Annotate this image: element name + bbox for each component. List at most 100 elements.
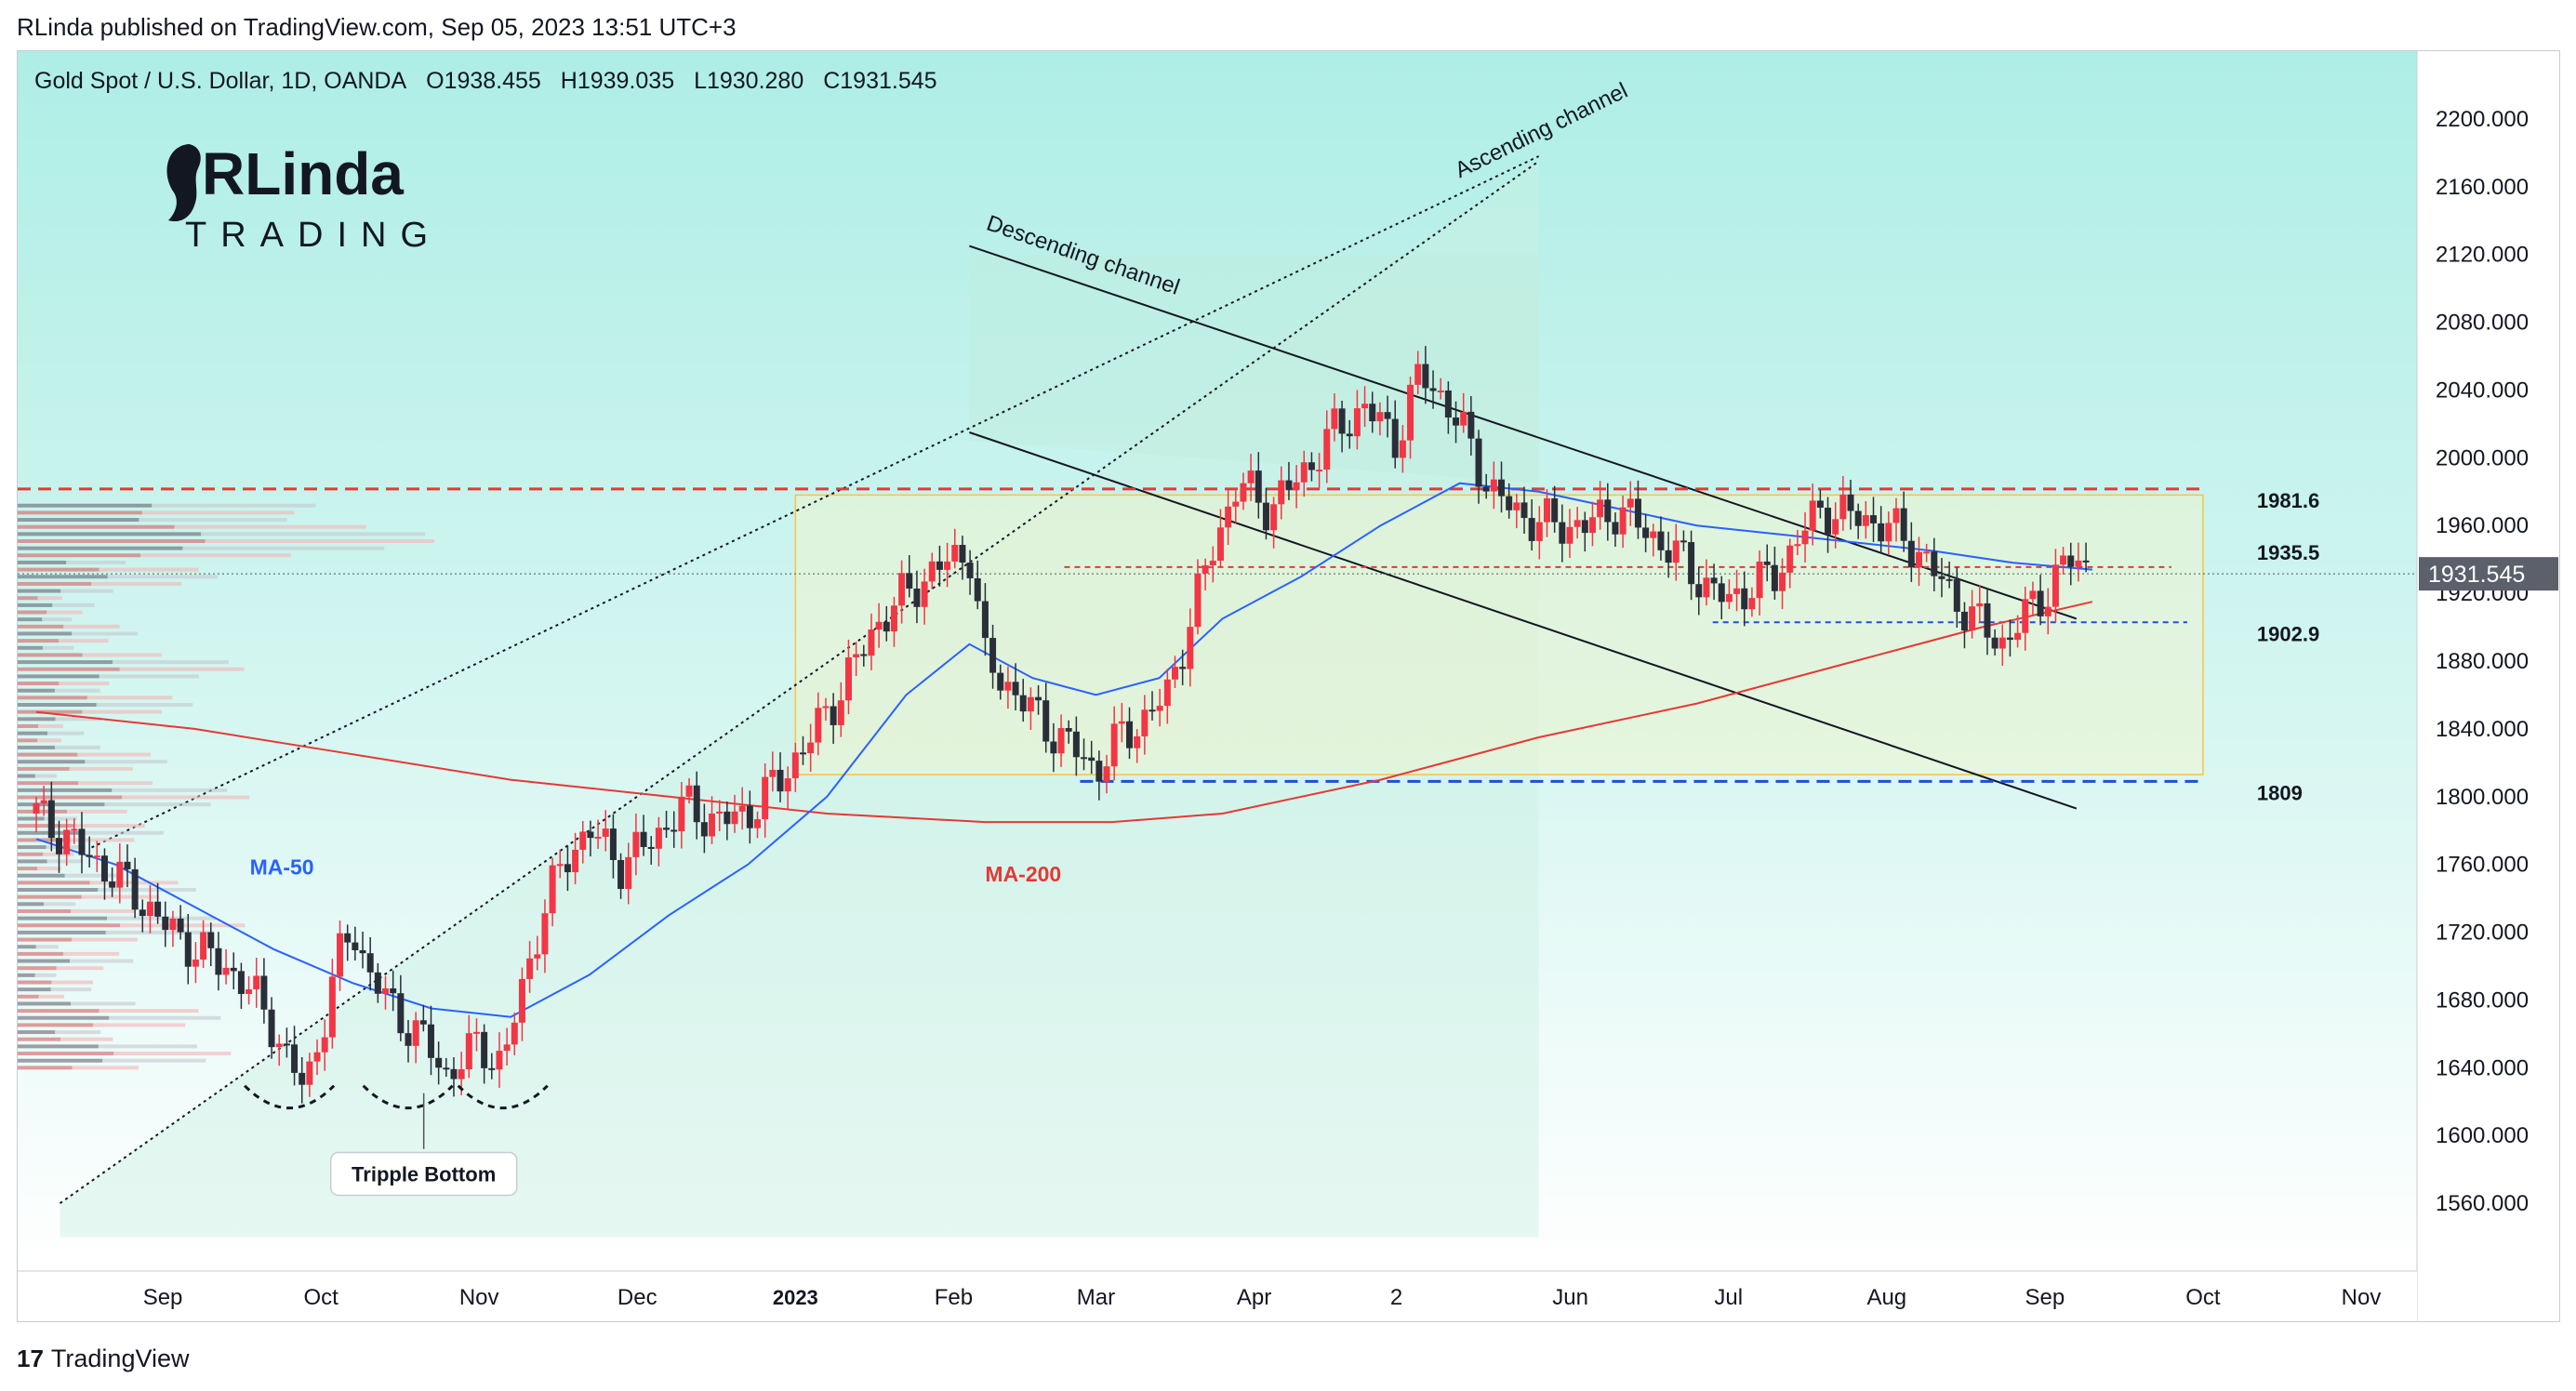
ohlc-open: O1938.455 [426, 68, 541, 94]
volume-profile-bar-sell [18, 966, 57, 971]
candles-layer [33, 346, 2090, 1104]
volume-profile-bar-buy [93, 1023, 186, 1027]
candle-body [518, 978, 525, 1023]
candle-body [1756, 561, 1763, 599]
volume-profile-bar-buy [141, 510, 295, 515]
ascending-channel-fill [60, 161, 1539, 1238]
chart-frame[interactable]: 1981.6 1935.5 1902.9 1809 Ascending channel… [17, 50, 2560, 1322]
tradingview-logo-icon: 17 [17, 1345, 44, 1372]
volume-profile-bar-buy [82, 653, 162, 657]
candle-body [1650, 531, 1657, 538]
candle-body [1588, 517, 1596, 534]
volume-profile-bar-buy [205, 538, 435, 543]
logo-wordmark: RLinda [202, 140, 404, 207]
ascending-channel-upper [91, 155, 1540, 849]
candle-body [1042, 700, 1050, 742]
candle-body [1991, 637, 1998, 649]
candle-body [299, 1072, 306, 1085]
level-label: 1809 [2257, 781, 2303, 804]
volume-profile-bar-buy [50, 987, 92, 992]
candle-body [55, 838, 62, 854]
candle-body [609, 828, 617, 860]
current-price-tag[interactable] [2419, 557, 2558, 591]
volume-profile-bar-sell [18, 667, 120, 671]
time-axis[interactable]: Sep Oct Nov Dec 2023 Feb Mar Apr 2 Jun Jul Aug Sep Oc… [143, 1285, 2382, 1310]
candle-body [1520, 502, 1528, 519]
candle-body [709, 813, 716, 837]
candle-body [898, 573, 906, 606]
volume-profile-bar-sell [18, 888, 99, 892]
symbol-legend: Gold Spot / U.S. Dollar, 1D, OANDA O1938… [34, 68, 950, 95]
candle-body [1907, 540, 1915, 568]
candle-body [1566, 526, 1573, 544]
candle-body [579, 831, 587, 850]
volume-profile-bar-buy [102, 1058, 206, 1063]
volume-profile-bar-sell [18, 788, 113, 792]
volume-profile-bar-buy [69, 766, 133, 771]
candle-body [731, 811, 738, 825]
candle-body [632, 831, 640, 857]
candle-body [1482, 486, 1490, 492]
candle-body [1353, 408, 1361, 437]
candle-body [1338, 408, 1346, 434]
volume-profile-bar-sell [18, 937, 72, 942]
candle-body [124, 861, 131, 869]
candle-body [496, 1051, 503, 1070]
candle-body [883, 621, 890, 632]
candle-body [822, 706, 830, 709]
range-box [794, 494, 2204, 775]
volume-profile-bar-buy [38, 723, 63, 728]
candle-body [625, 856, 632, 890]
candle-body [344, 933, 352, 943]
candle-body [1065, 728, 1072, 732]
volume-profile-bar-sell [18, 824, 75, 828]
volume-profile-bar-sell [18, 923, 120, 928]
candle-body [1149, 709, 1156, 712]
volume-profile-bar-sell [18, 852, 44, 856]
volume-profile-bar-sell [18, 809, 67, 814]
volume-profile-bar-buy [98, 888, 196, 892]
candle-body [1703, 577, 1710, 598]
candle-body [1467, 411, 1475, 439]
volume-profile-bar-buy [71, 908, 136, 913]
candle-body [1733, 588, 1741, 594]
candle-body [435, 1057, 443, 1068]
volume-profile-bar-sell [18, 959, 70, 963]
candle-body [2052, 564, 2059, 607]
candle-body [291, 1044, 299, 1073]
volume-profile-bar-sell [18, 774, 35, 778]
tradingview-footer[interactable]: 17 TradingView [17, 1345, 190, 1373]
candle-body [1945, 578, 1953, 581]
candle-body [313, 1052, 321, 1062]
volume-profile-bar-buy [139, 518, 287, 523]
candle-body [928, 561, 936, 582]
candle-body [1725, 593, 1733, 603]
candle-body [556, 864, 564, 867]
ma50-label: MA-50 [250, 855, 314, 880]
time-tick-label: Nov [2342, 1285, 2382, 1310]
time-tick-label: Sep [143, 1285, 183, 1310]
candle-body [1551, 497, 1559, 523]
candle-body [374, 972, 381, 994]
candle-body [1422, 364, 1429, 389]
price-tick-label: 2120.000 [2436, 243, 2529, 268]
volume-profile-bar-sell [18, 802, 105, 807]
candle-body [1391, 418, 1399, 458]
candle-body [2022, 599, 2029, 633]
volume-profile-bar-sell [18, 717, 56, 722]
candle-body [1376, 412, 1384, 422]
candle-body [1839, 494, 1847, 520]
volume-profile-bar-buy [98, 1044, 197, 1049]
candle-body [1171, 667, 1178, 680]
volume-profile-bar-sell [18, 624, 64, 629]
ohlc-high: H1939.035 [560, 68, 675, 94]
candle-body [1710, 577, 1718, 584]
triple-bottom-arc [362, 1084, 454, 1110]
candle-body [1369, 404, 1376, 422]
time-tick-label: Sep [2025, 1285, 2065, 1310]
volume-profile-bar-sell [18, 503, 153, 508]
price-axis[interactable]: 2200.000 2160.000 2120.000 2080.000 2040.000… [2419, 107, 2558, 1216]
candle-body [481, 1031, 488, 1068]
price-tick-label: 1880.000 [2436, 649, 2529, 674]
